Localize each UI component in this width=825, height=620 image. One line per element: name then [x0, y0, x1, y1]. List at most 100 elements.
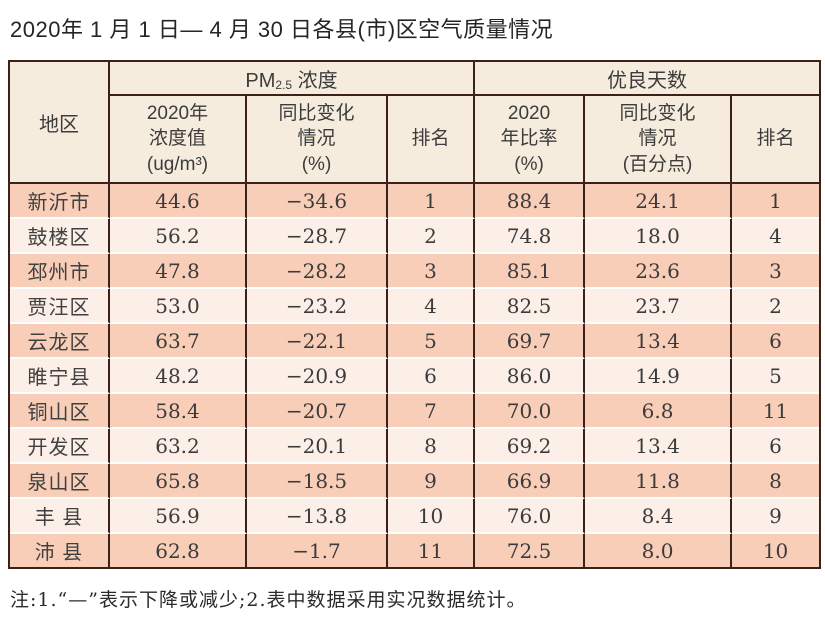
value-cell: 56.2: [110, 219, 247, 254]
value-cell: 5: [732, 359, 820, 394]
value-cell: 56.9: [110, 499, 247, 534]
value-cell: 2: [732, 289, 820, 324]
value-cell: 63.7: [110, 324, 247, 359]
region-cell: 睢宁县: [10, 359, 110, 394]
value-cell: 58.4: [110, 394, 247, 429]
value-cell: −18.5: [247, 464, 388, 499]
value-cell: −20.7: [247, 394, 388, 429]
value-cell: 72.5: [475, 534, 586, 567]
header-group-row: 地区 PM2.5 浓度 优良天数: [10, 62, 820, 184]
header-sub-row: 2020年 浓度值 (ug/m³) 同比变化 情况 (%) 排名 2020 年比…: [10, 96, 820, 184]
region-cell: 新沂市: [10, 184, 110, 219]
value-cell: 70.0: [475, 394, 586, 429]
value-cell: 9: [732, 499, 820, 534]
group-header-pm25: PM2.5 浓度: [110, 62, 476, 96]
region-cell: 沛 县: [10, 534, 110, 567]
value-cell: −20.1: [247, 429, 388, 464]
table-row: 沛 县 62.8 −1.7 11 72.5 8.0 10: [10, 534, 820, 567]
value-cell: 53.0: [110, 289, 247, 324]
value-cell: −23.2: [247, 289, 388, 324]
value-cell: −13.8: [247, 499, 388, 534]
value-cell: 74.8: [475, 219, 586, 254]
value-cell: 86.0: [475, 359, 586, 394]
table-row: 新沂市 44.6 −34.6 1 88.4 24.1 1: [10, 184, 820, 219]
group-header-good-days: 优良天数: [475, 62, 820, 96]
value-cell: −34.6: [247, 184, 388, 219]
region-cell: 云龙区: [10, 324, 110, 359]
pm25-label-subscript: 2.5: [275, 77, 293, 92]
region-cell: 丰 县: [10, 499, 110, 534]
value-cell: 8: [732, 464, 820, 499]
value-cell: −20.9: [247, 359, 388, 394]
region-cell: 开发区: [10, 429, 110, 464]
table-row: 铜山区 58.4 −20.7 7 70.0 6.8 11: [10, 394, 820, 429]
value-cell: 6: [388, 359, 476, 394]
value-cell: 8.0: [585, 534, 733, 567]
value-cell: 5: [388, 324, 476, 359]
value-cell: 8: [388, 429, 476, 464]
value-cell: 13.4: [585, 429, 733, 464]
table-row: 丰 县 56.9 −13.8 10 76.0 8.4 9: [10, 499, 820, 534]
table-row: 鼓楼区 56.2 −28.7 2 74.8 18.0 4: [10, 219, 820, 254]
value-cell: 6: [732, 429, 820, 464]
table-row: 邳州市 47.8 −28.2 3 85.1 23.6 3: [10, 254, 820, 289]
value-cell: 7: [388, 394, 476, 429]
value-cell: 18.0: [585, 219, 733, 254]
column-header-pm-value: 2020年 浓度值 (ug/m³): [110, 96, 247, 184]
table-row: 贾汪区 53.0 −23.2 4 82.5 23.7 2: [10, 289, 820, 324]
value-cell: 14.9: [585, 359, 733, 394]
column-header-rank: 排名: [732, 96, 820, 184]
value-cell: 6: [732, 324, 820, 359]
value-cell: −1.7: [247, 534, 388, 567]
table-row: 开发区 63.2 −20.1 8 69.2 13.4 6: [10, 429, 820, 464]
value-cell: 69.2: [475, 429, 586, 464]
value-cell: 3: [732, 254, 820, 289]
value-cell: 11: [732, 394, 820, 429]
value-cell: 23.7: [585, 289, 733, 324]
region-cell: 铜山区: [10, 394, 110, 429]
table-body: 新沂市 44.6 −34.6 1 88.4 24.1 1 鼓楼区 56.2 −28.7 2 74.8 1…: [10, 184, 820, 567]
pm25-label-suffix: 浓度: [292, 69, 338, 92]
value-cell: 85.1: [475, 254, 586, 289]
value-cell: 13.4: [585, 324, 733, 359]
page-title: 2020年 1 月 1 日— 4 月 30 日各县(市)区空气质量情况: [10, 17, 554, 42]
column-header-ratio-change: 同比变化 情况 (百分点): [585, 96, 733, 184]
region-cell: 邳州市: [10, 254, 110, 289]
value-cell: 1: [388, 184, 476, 219]
value-cell: 65.8: [110, 464, 247, 499]
value-cell: 10: [732, 534, 820, 567]
value-cell: 82.5: [475, 289, 586, 324]
region-cell: 贾汪区: [10, 289, 110, 324]
value-cell: 6.8: [585, 394, 733, 429]
value-cell: 44.6: [110, 184, 247, 219]
value-cell: 47.8: [110, 254, 247, 289]
value-cell: 62.8: [110, 534, 247, 567]
value-cell: 10: [388, 499, 476, 534]
value-cell: 69.7: [475, 324, 586, 359]
value-cell: 24.1: [585, 184, 733, 219]
value-cell: 11.8: [585, 464, 733, 499]
column-header-pm-rank: 排名: [388, 96, 476, 184]
value-cell: 88.4: [475, 184, 586, 219]
value-cell: 4: [388, 289, 476, 324]
value-cell: 8.4: [585, 499, 733, 534]
value-cell: 11: [388, 534, 476, 567]
value-cell: 9: [388, 464, 476, 499]
value-cell: 48.2: [110, 359, 247, 394]
region-cell: 鼓楼区: [10, 219, 110, 254]
table-row: 泉山区 65.8 −18.5 9 66.9 11.8 8: [10, 464, 820, 499]
table-row: 睢宁县 48.2 −20.9 6 86.0 14.9 5: [10, 359, 820, 394]
value-cell: 76.0: [475, 499, 586, 534]
value-cell: 63.2: [110, 429, 247, 464]
pm25-label-prefix: PM: [245, 69, 276, 92]
air-quality-table: 地区 PM2.5 浓度 优良天数 2020年 浓度值 (ug/m³) 同比变化 …: [8, 60, 822, 569]
footnote: 注:1.“—”表示下降或减少;2.表中数据采用实况数据统计。: [10, 589, 527, 611]
value-cell: 3: [388, 254, 476, 289]
region-cell: 泉山区: [10, 464, 110, 499]
table-row: 云龙区 63.7 −22.1 5 69.7 13.4 6: [10, 324, 820, 359]
value-cell: 2: [388, 219, 476, 254]
column-header-ratio: 2020 年比率 (%): [475, 96, 586, 184]
value-cell: 1: [732, 184, 820, 219]
value-cell: −28.2: [247, 254, 388, 289]
